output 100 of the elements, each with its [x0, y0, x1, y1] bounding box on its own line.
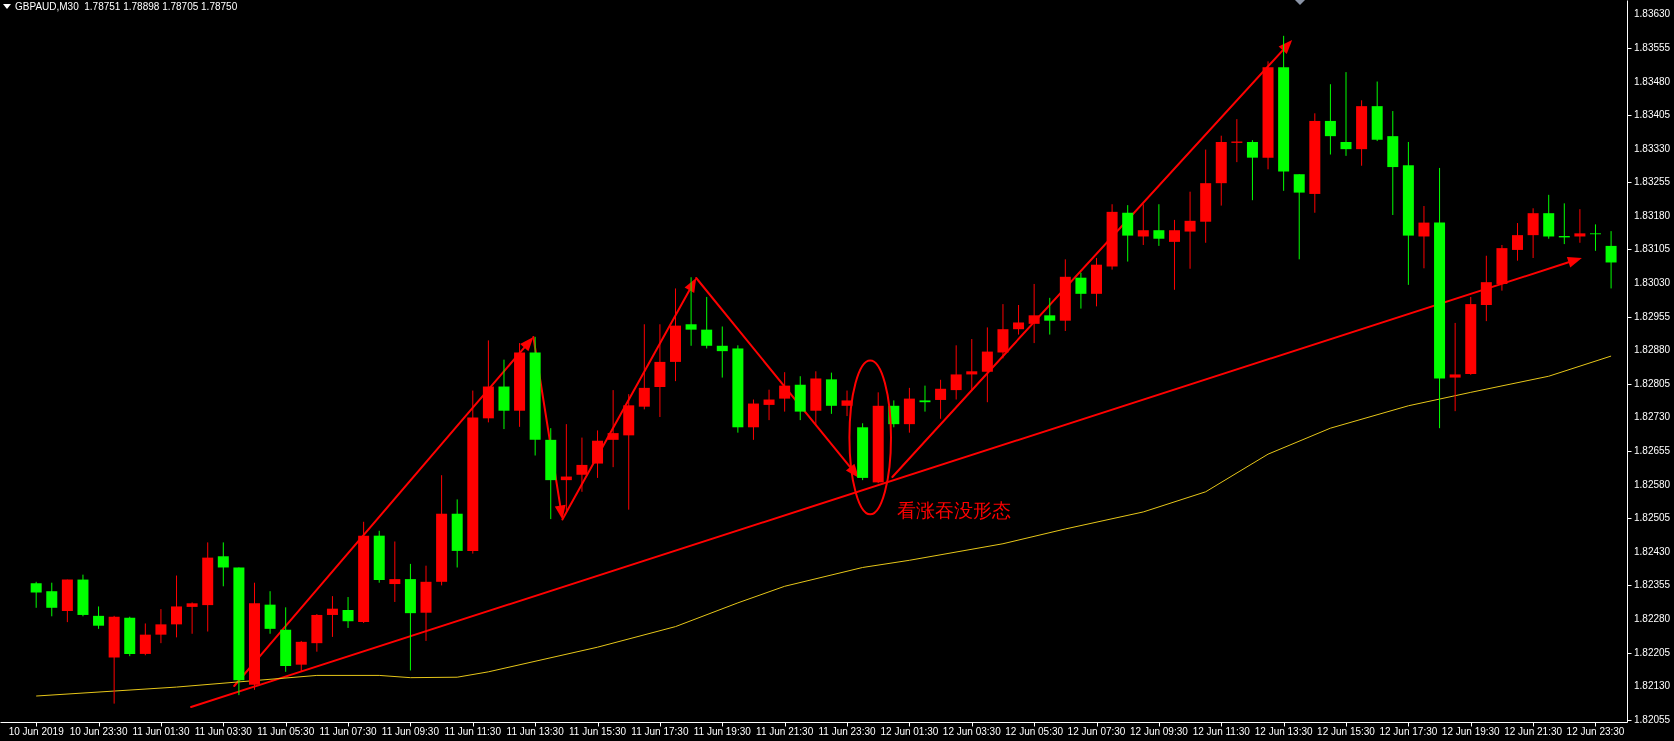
candlestick [607, 389, 619, 468]
candlestick [295, 640, 307, 673]
y-tick-label: 1.83030 [1634, 277, 1671, 289]
candlestick [1168, 219, 1180, 291]
x-tick-label: 12 Jun 11:30 [1192, 726, 1251, 737]
candlestick [155, 608, 167, 644]
candlestick [1543, 194, 1555, 240]
candlestick [997, 303, 1009, 359]
candlestick [342, 596, 354, 629]
y-tick-label: 1.82955 [1634, 310, 1671, 322]
y-tick-label: 1.83105 [1634, 243, 1671, 255]
x-tick-label: 12 Jun 23:30 [1566, 726, 1625, 737]
y-tick-label: 1.82730 [1634, 411, 1671, 423]
x-tick-label: 11 Jun 19:30 [693, 726, 752, 737]
candlestick [1184, 191, 1196, 270]
candlestick [1589, 223, 1601, 252]
y-tick-label: 1.82430 [1634, 545, 1671, 557]
candlestick [93, 605, 105, 630]
candlestick [1449, 322, 1461, 412]
candlestick [638, 323, 650, 410]
candlestick [1028, 283, 1040, 344]
x-tick-label: 11 Jun 23:30 [818, 726, 876, 737]
candlestick [1340, 71, 1352, 157]
x-tick-label: 11 Jun 13:30 [506, 726, 565, 737]
x-tick-label: 12 Jun 15:30 [1317, 726, 1376, 737]
x-tick-label: 12 Jun 05:30 [1005, 726, 1064, 737]
candlestick [919, 385, 931, 413]
x-tick-label: 12 Jun 07:30 [1067, 726, 1126, 737]
chart-title: GBPAUD,M30 1.78751 1.78898 1.78705 1.78750 [15, 1, 238, 12]
y-tick-label: 1.82130 [1634, 680, 1671, 692]
candlestick [935, 379, 947, 420]
candlestick [1574, 208, 1586, 244]
x-tick-label: 11 Jun 15:30 [568, 726, 627, 737]
x-tick-label: 12 Jun 13:30 [1254, 726, 1313, 737]
candlestick [592, 429, 604, 479]
candlestick [1418, 205, 1430, 269]
y-tick-label: 1.82205 [1634, 646, 1671, 658]
candlestick [1293, 173, 1305, 260]
candlestick [966, 338, 978, 391]
candlestick [1153, 203, 1165, 247]
candlestick [950, 344, 962, 401]
candlestick [763, 389, 775, 421]
x-tick-label: 11 Jun 07:30 [319, 726, 378, 737]
candlestick [217, 541, 229, 587]
candlestick [701, 296, 713, 349]
y-tick-label: 1.82805 [1634, 377, 1671, 389]
y-tick-label: 1.83255 [1634, 176, 1671, 188]
y-tick-label: 1.83555 [1634, 41, 1671, 53]
x-tick-label: 12 Jun 21:30 [1504, 726, 1563, 737]
x-tick-label: 11 Jun 09:30 [381, 726, 440, 737]
x-tick-label: 11 Jun 01:30 [132, 726, 190, 737]
candlestick [1512, 222, 1524, 262]
candlestick [326, 595, 338, 638]
y-tick-label: 1.83180 [1634, 209, 1671, 221]
x-tick-label: 11 Jun 11:30 [444, 726, 502, 737]
x-tick-label: 11 Jun 17:30 [631, 726, 689, 737]
y-tick-label: 1.83330 [1634, 142, 1671, 154]
candlestick [30, 581, 42, 609]
x-tick-label: 11 Jun 21:30 [756, 726, 814, 737]
x-tick-label: 12 Jun 01:30 [880, 726, 939, 737]
candlestick [841, 390, 853, 417]
y-tick-label: 1.83480 [1634, 75, 1671, 87]
candlestick [1324, 83, 1336, 156]
y-tick-label: 1.82055 [1634, 713, 1671, 725]
y-tick-label: 1.82355 [1634, 579, 1671, 591]
candlestick [186, 601, 198, 635]
y-tick-label: 1.83405 [1634, 109, 1671, 121]
candlestick [747, 399, 759, 441]
candlestick [1075, 272, 1087, 310]
y-tick-label: 1.82505 [1634, 512, 1671, 524]
line-series [35, 355, 1612, 697]
candlestick [716, 326, 728, 379]
candlestick [981, 326, 993, 403]
x-tick-label: 10 Jun 23:30 [69, 726, 128, 737]
candlestick [1527, 207, 1539, 259]
x-tick-label: 12 Jun 03:30 [942, 726, 1002, 737]
x-tick-label: 12 Jun 17:30 [1379, 726, 1438, 737]
candlestick [389, 541, 401, 603]
y-tick-label: 1.82280 [1634, 612, 1671, 624]
candlestick [1246, 139, 1258, 201]
x-tick-label: 11 Jun 03:30 [194, 726, 253, 737]
y-tick-label: 1.83630 [1634, 8, 1671, 20]
candlestick [171, 575, 183, 638]
candlestick [1013, 304, 1025, 336]
x-tick-label: 10 Jun 2019 [8, 726, 65, 737]
candlestick [1044, 297, 1056, 336]
y-tick-label: 1.82880 [1634, 344, 1671, 356]
candlestick [779, 371, 791, 413]
x-tick-label: 12 Jun 19:30 [1441, 726, 1501, 737]
candlestick [1137, 203, 1149, 246]
candlestick [139, 622, 151, 656]
y-tick-label: 1.82580 [1634, 478, 1671, 490]
x-tick-label: 12 Jun 09:30 [1129, 726, 1189, 737]
candlestick [1605, 230, 1617, 289]
annotation: 看涨吞没形态 [897, 499, 1012, 522]
candlestick [1480, 255, 1492, 322]
candlestick [1122, 204, 1134, 263]
candlestick [46, 582, 58, 617]
y-tick-label: 1.82655 [1634, 445, 1671, 457]
x-tick-label: 11 Jun 05:30 [257, 726, 315, 737]
